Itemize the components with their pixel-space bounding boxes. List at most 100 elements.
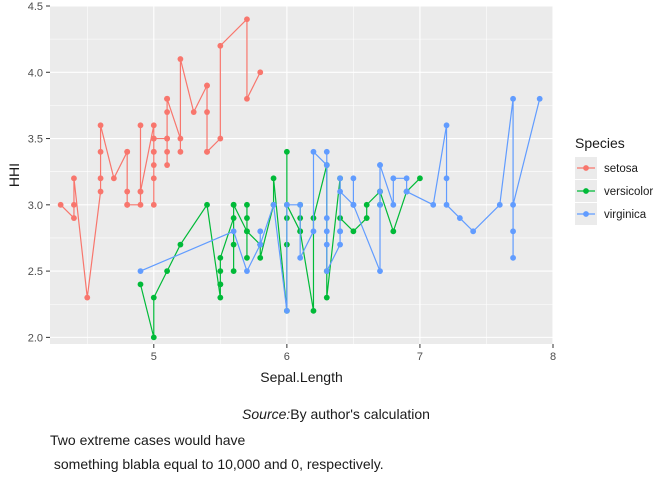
x-tick-label: 8 bbox=[550, 351, 556, 363]
data-point-virginica bbox=[323, 268, 330, 274]
data-point-setosa bbox=[244, 16, 250, 23]
data-point-versicolor bbox=[310, 307, 317, 314]
data-point-virginica bbox=[403, 175, 410, 182]
x-axis-title: Sepal.Length bbox=[260, 369, 343, 385]
data-point-setosa bbox=[97, 148, 104, 155]
data-point-setosa bbox=[84, 294, 91, 301]
data-point-virginica bbox=[456, 215, 463, 221]
data-point-setosa bbox=[150, 122, 157, 129]
data-point-versicolor bbox=[230, 241, 237, 248]
data-point-setosa bbox=[177, 148, 184, 155]
data-point-virginica bbox=[323, 215, 330, 221]
data-point-virginica bbox=[430, 201, 437, 208]
data-point-versicolor bbox=[363, 215, 370, 221]
data-point-virginica bbox=[230, 228, 237, 235]
data-point-setosa bbox=[217, 42, 224, 49]
note-line-2: something blabla equal to 10,000 and 0, … bbox=[50, 456, 384, 472]
data-point-virginica bbox=[310, 228, 317, 235]
data-point-setosa bbox=[110, 175, 117, 182]
x-tick-label: 5 bbox=[151, 351, 157, 363]
data-point-versicolor bbox=[244, 215, 250, 221]
data-point-versicolor bbox=[363, 201, 370, 208]
data-point-virginica bbox=[244, 268, 250, 274]
data-point-versicolor bbox=[230, 268, 237, 274]
data-point-setosa bbox=[257, 69, 264, 76]
legend-title: Species bbox=[575, 135, 625, 151]
data-point-virginica bbox=[443, 201, 450, 208]
y-tick-label: 4.0 bbox=[28, 67, 43, 79]
data-point-versicolor bbox=[283, 148, 290, 155]
legend-label-setosa: setosa bbox=[604, 163, 638, 175]
legend-item-virginica: virginica bbox=[575, 203, 647, 225]
data-point-versicolor bbox=[177, 241, 184, 248]
legend-item-versicolor: versicolor bbox=[575, 180, 653, 202]
data-point-virginica bbox=[257, 228, 264, 235]
data-point-setosa bbox=[97, 188, 104, 195]
x-tick-label: 7 bbox=[417, 351, 423, 363]
data-point-setosa bbox=[244, 95, 250, 102]
data-point-virginica bbox=[496, 201, 503, 208]
axes: 5 6 7 8 2.0 2.5 3.0 3.5 4.0 4.5 bbox=[28, 1, 556, 363]
data-point-setosa bbox=[137, 188, 144, 195]
data-point-virginica bbox=[536, 95, 543, 102]
data-point-virginica bbox=[377, 201, 383, 208]
data-point-virginica bbox=[350, 201, 357, 208]
series-virginica bbox=[137, 95, 543, 314]
series-setosa bbox=[57, 16, 264, 301]
data-point-versicolor bbox=[137, 281, 144, 288]
plot-panel bbox=[50, 6, 553, 344]
data-point-virginica bbox=[510, 228, 516, 235]
data-point-setosa bbox=[204, 109, 210, 115]
y-tick-label: 2.0 bbox=[28, 332, 43, 344]
data-point-setosa bbox=[150, 148, 157, 155]
data-point-virginica bbox=[510, 95, 516, 102]
data-point-setosa bbox=[217, 135, 224, 142]
data-point-versicolor bbox=[230, 215, 237, 221]
data-point-virginica bbox=[350, 175, 357, 182]
data-point-setosa bbox=[124, 188, 131, 195]
data-point-virginica bbox=[510, 201, 516, 208]
data-point-versicolor bbox=[217, 254, 224, 261]
data-point-virginica bbox=[337, 241, 343, 248]
data-point-setosa bbox=[71, 175, 77, 182]
data-point-setosa bbox=[204, 82, 210, 89]
data-point-setosa bbox=[150, 201, 157, 208]
data-point-virginica bbox=[390, 201, 397, 208]
data-point-virginica bbox=[510, 254, 516, 261]
data-point-setosa bbox=[57, 201, 64, 208]
data-point-setosa bbox=[164, 95, 171, 102]
x-tick-label: 6 bbox=[284, 351, 290, 363]
data-point-setosa bbox=[150, 175, 157, 182]
data-point-versicolor bbox=[417, 175, 423, 182]
data-point-virginica bbox=[390, 175, 397, 182]
data-point-versicolor bbox=[217, 294, 224, 301]
data-point-setosa bbox=[164, 148, 171, 155]
data-point-virginica bbox=[323, 148, 330, 155]
data-point-versicolor bbox=[323, 294, 330, 301]
data-point-versicolor bbox=[270, 175, 277, 182]
data-point-setosa bbox=[71, 201, 77, 208]
data-point-virginica bbox=[283, 307, 290, 314]
source-label: Source: bbox=[242, 406, 291, 422]
data-point-versicolor bbox=[257, 254, 264, 261]
data-point-virginica bbox=[323, 241, 330, 248]
data-point-virginica bbox=[377, 268, 383, 274]
data-point-setosa bbox=[124, 148, 131, 155]
legend-key-point bbox=[583, 188, 589, 194]
data-point-virginica bbox=[297, 254, 304, 261]
data-point-virginica bbox=[257, 241, 264, 248]
data-point-virginica bbox=[297, 201, 304, 208]
data-point-virginica bbox=[337, 175, 343, 182]
legend-label-virginica: virginica bbox=[604, 209, 647, 221]
source-text: By author's calculation bbox=[290, 406, 430, 422]
legend-item-setosa: setosa bbox=[575, 157, 638, 179]
y-tick-label: 3.5 bbox=[28, 134, 43, 146]
data-point-virginica bbox=[443, 122, 450, 129]
legend-label-versicolor: versicolor bbox=[604, 186, 653, 198]
data-point-setosa bbox=[97, 122, 104, 129]
source-caption: Source:By author's calculation bbox=[0, 406, 672, 422]
data-point-setosa bbox=[204, 148, 210, 155]
data-point-versicolor bbox=[150, 294, 157, 301]
data-point-setosa bbox=[177, 56, 184, 62]
